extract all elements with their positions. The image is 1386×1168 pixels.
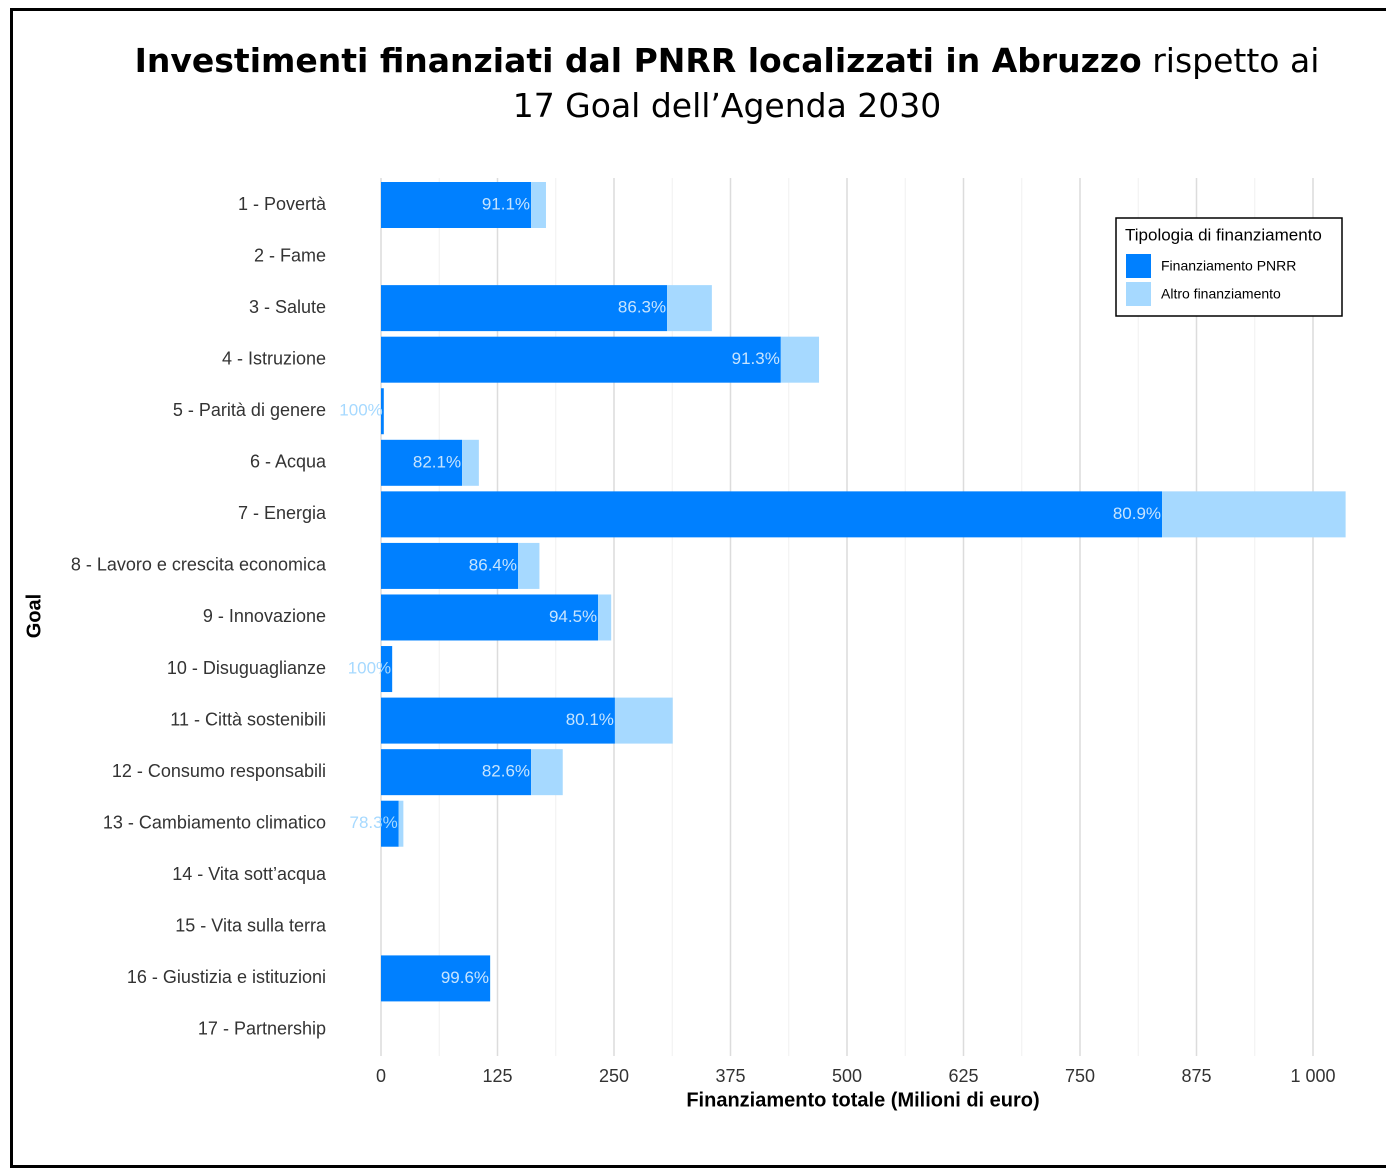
bar-label: 82.1% bbox=[413, 452, 461, 471]
legend-label: Finanziamento PNRR bbox=[1161, 258, 1296, 274]
bar-label: 100% bbox=[339, 401, 382, 420]
bar-label: 80.1% bbox=[566, 710, 614, 729]
x-tick-label: 375 bbox=[715, 1066, 745, 1086]
x-tick-label: 875 bbox=[1181, 1066, 1211, 1086]
x-tick-label: 250 bbox=[599, 1066, 629, 1086]
bar-segment bbox=[399, 801, 404, 847]
x-tick-label: 0 bbox=[376, 1066, 386, 1086]
y-tick-label: 17 - Partnership bbox=[198, 1019, 326, 1039]
bar-label: 78.3% bbox=[350, 813, 398, 832]
y-axis-title: Goal bbox=[23, 594, 45, 638]
bar-segment bbox=[615, 698, 673, 744]
x-axis-title: Finanziamento totale (Milioni di euro) bbox=[686, 1089, 1039, 1111]
y-tick-label: 4 - Istruzione bbox=[222, 348, 326, 368]
y-tick-label: 7 - Energia bbox=[238, 503, 327, 523]
y-tick-label: 16 - Giustizia e istituzioni bbox=[127, 967, 326, 987]
bar-label: 99.6% bbox=[441, 968, 489, 987]
bar-segment bbox=[598, 594, 611, 640]
bar-label: 80.9% bbox=[1113, 504, 1161, 523]
x-tick-label: 625 bbox=[948, 1066, 978, 1086]
bar-segment bbox=[781, 337, 819, 383]
y-tick-label: 10 - Disuguaglianze bbox=[167, 658, 326, 678]
bar-label: 91.1% bbox=[482, 194, 530, 213]
legend-label: Altro finanziamento bbox=[1161, 286, 1281, 302]
y-tick-label: 1 - Povertà bbox=[238, 194, 327, 214]
x-tick-label: 500 bbox=[832, 1066, 862, 1086]
bar-label: 86.4% bbox=[469, 555, 517, 574]
bar-segment bbox=[531, 182, 546, 228]
bar-segment bbox=[667, 285, 712, 331]
y-tick-label: 2 - Fame bbox=[254, 245, 326, 265]
y-tick-label: 9 - Innovazione bbox=[203, 606, 326, 626]
bar-label: 94.5% bbox=[549, 607, 597, 626]
bar-label: 91.3% bbox=[732, 349, 780, 368]
bar-label: 100% bbox=[348, 659, 391, 678]
y-tick-label: 3 - Salute bbox=[249, 297, 326, 317]
bar-segment bbox=[462, 440, 479, 486]
bar-segment bbox=[381, 337, 781, 383]
x-tick-label: 125 bbox=[482, 1066, 512, 1086]
y-tick-label: 14 - Vita sott’acqua bbox=[172, 864, 327, 884]
bar-segment bbox=[531, 749, 563, 795]
y-tick-label: 5 - Parità di genere bbox=[173, 400, 326, 420]
bar-segment bbox=[381, 491, 1162, 537]
bar-segment bbox=[518, 543, 539, 589]
x-tick-label: 750 bbox=[1065, 1066, 1095, 1086]
bar-label: 86.3% bbox=[618, 298, 666, 317]
legend-swatch bbox=[1126, 282, 1151, 306]
y-tick-label: 13 - Cambiamento climatico bbox=[103, 812, 326, 832]
x-tick-label: 1 000 bbox=[1290, 1066, 1335, 1086]
bar-segment bbox=[1162, 491, 1346, 537]
y-tick-label: 12 - Consumo responsabili bbox=[112, 761, 326, 781]
y-tick-label: 8 - Lavoro e crescita economica bbox=[71, 555, 327, 575]
legend-title: Tipologia di finanziamento bbox=[1125, 225, 1322, 244]
y-tick-label: 6 - Acqua bbox=[250, 452, 327, 472]
bar-label: 82.6% bbox=[482, 762, 530, 781]
legend-swatch bbox=[1126, 254, 1151, 278]
y-tick-label: 15 - Vita sulla terra bbox=[175, 916, 327, 936]
y-tick-label: 11 - Città sostenibili bbox=[170, 709, 326, 729]
